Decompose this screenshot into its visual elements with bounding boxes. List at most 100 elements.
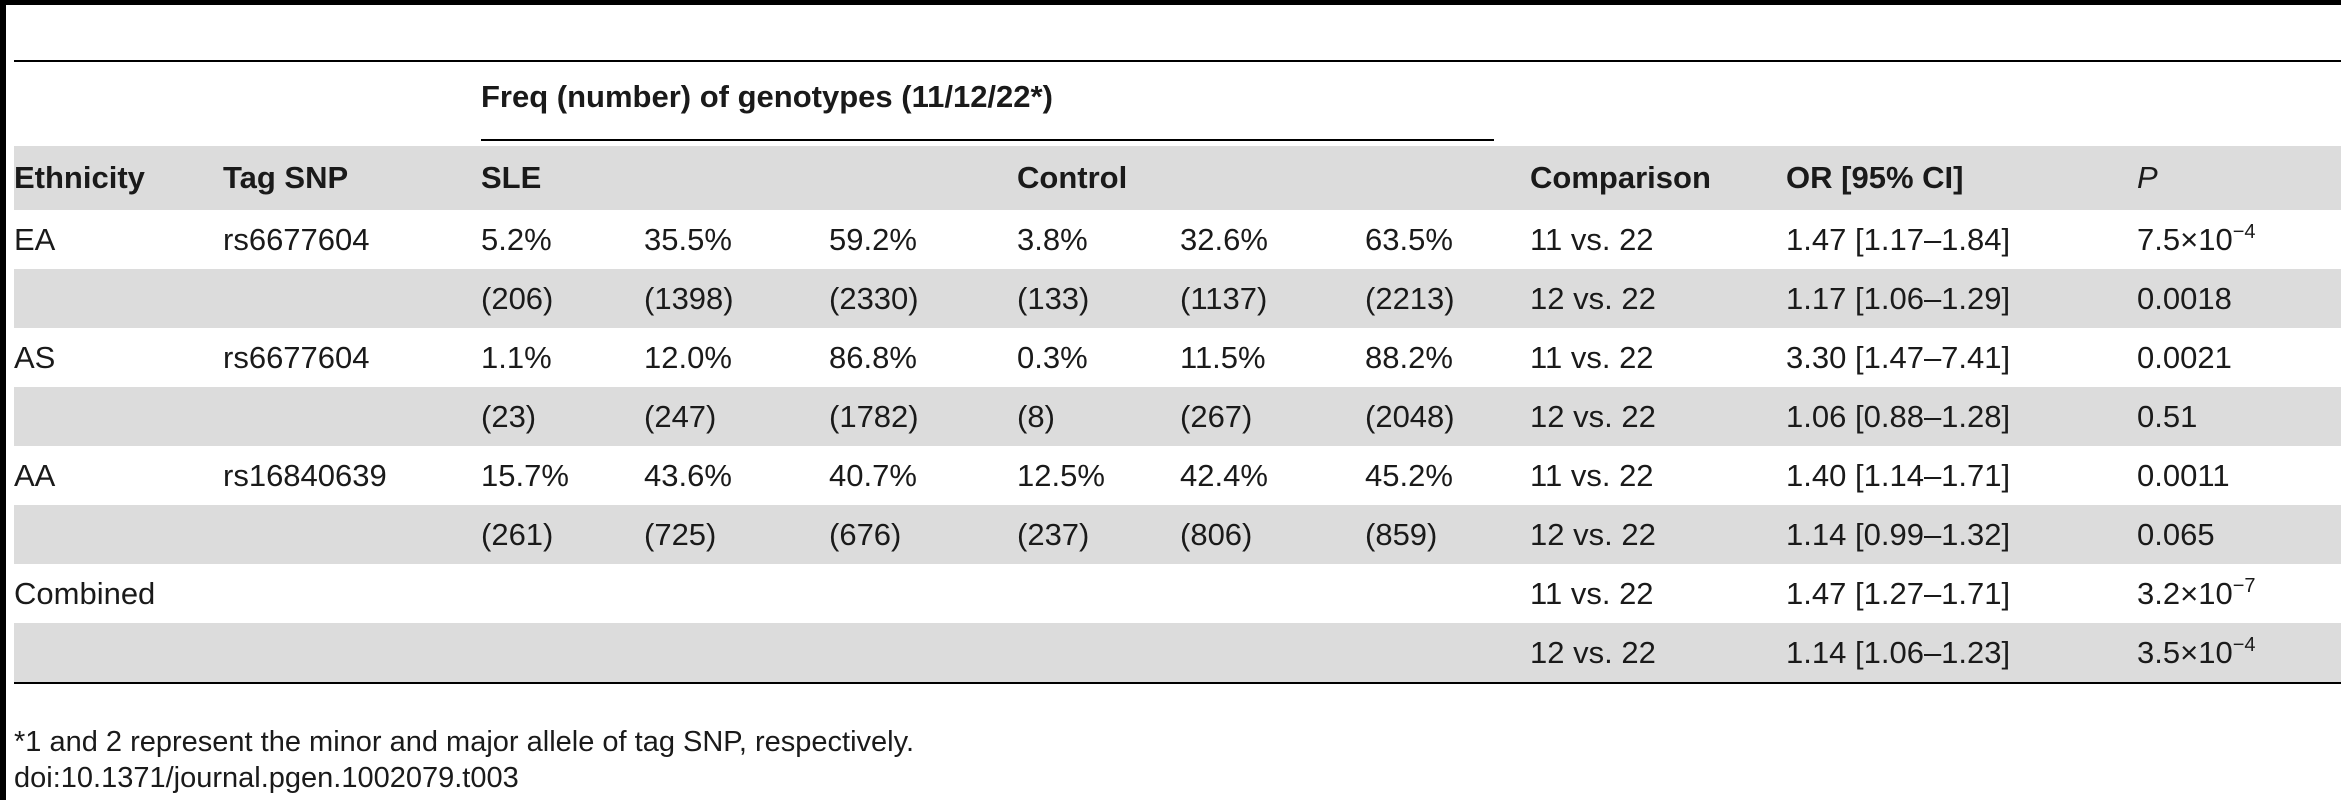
cell-sle-genotype: [829, 623, 1017, 684]
cell-sle-genotype: (2330): [829, 269, 1017, 328]
p-value-base: 0.0011: [2137, 457, 2230, 493]
cell-sle-genotype: 15.7%: [481, 457, 569, 493]
cell-sle-genotype: (1782): [829, 387, 1017, 446]
cell-control-genotype: [1017, 564, 1180, 623]
cell-control-genotype: 45.2%: [1365, 457, 1453, 493]
header-control: Control: [1017, 146, 1531, 210]
cell-ethnicity: AA: [14, 457, 56, 493]
cell-p-value: 0.0018: [2137, 269, 2341, 328]
cell-sle-genotype: 59.2%: [829, 221, 917, 257]
p-value-base: 3.5×10: [2137, 634, 2233, 670]
cell-control-genotype: [1365, 623, 1531, 684]
cell-odds-ratio: 1.06 [0.88–1.28]: [1786, 387, 2138, 446]
cell-tag-snp: [223, 623, 481, 684]
header-p-value: P: [2137, 146, 2341, 210]
cell-tag-snp: [223, 505, 481, 564]
cell-control-genotype: 42.4%: [1180, 457, 1268, 493]
cell-sle-genotype: [644, 623, 829, 684]
cell-control-genotype: (8): [1017, 387, 1180, 446]
cell-ethnicity: [14, 387, 223, 446]
p-value-base: 3.2×10: [2137, 575, 2233, 611]
p-value-exponent: −7: [2232, 574, 2256, 597]
cell-control-genotype: [1365, 564, 1530, 623]
cell-p-value: 3.2×10−7: [2137, 564, 2341, 623]
p-value-base: 0.065: [2137, 516, 2215, 552]
cell-ethnicity: [14, 505, 223, 564]
cell-odds-ratio: 3.30 [1.47–7.41]: [1786, 339, 2011, 375]
cell-comparison: 12 vs. 22: [1530, 505, 1787, 564]
cell-tag-snp: rs6677604: [223, 221, 370, 257]
cell-tag-snp: [223, 269, 481, 328]
cell-p-value: 0.51: [2137, 387, 2341, 446]
p-value-base: 7.5×10: [2137, 221, 2233, 257]
cell-comparison: 11 vs. 22: [1530, 339, 1654, 375]
cell-tag-snp: rs16840639: [223, 457, 387, 493]
cell-comparison: 12 vs. 22: [1530, 387, 1787, 446]
cell-p-value: 7.5×10−4: [2137, 210, 2341, 269]
cell-sle-genotype: (206): [481, 269, 644, 328]
cell-ethnicity: Combined: [14, 575, 156, 611]
genotype-table-container: Freq (number) of genotypes (11/12/22*) E…: [14, 60, 2341, 684]
cell-sle-genotype: [829, 564, 1017, 623]
group-spacer: [1786, 60, 2138, 146]
cell-sle-genotype: (247): [644, 387, 829, 446]
cell-control-genotype: (2048): [1365, 387, 1531, 446]
cell-ethnicity: [14, 269, 223, 328]
table-row: 12 vs. 22 1.14 [1.06–1.23] 3.5×10−4: [14, 623, 2341, 684]
cell-control-genotype: [1180, 623, 1365, 684]
cell-control-genotype: 32.6%: [1180, 221, 1268, 257]
cell-control-genotype: 88.2%: [1365, 339, 1453, 375]
cell-control-genotype: (2213): [1365, 269, 1531, 328]
cell-tag-snp: [223, 387, 481, 446]
top-rule: [0, 0, 2341, 5]
cell-sle-genotype: (725): [644, 505, 829, 564]
cell-sle-genotype: [481, 564, 644, 623]
genotype-frequency-label: Freq (number) of genotypes (11/12/22*): [481, 79, 1495, 141]
cell-odds-ratio: 1.47 [1.17–1.84]: [1786, 221, 2011, 257]
cell-sle-genotype: (261): [481, 505, 644, 564]
cell-comparison: 11 vs. 22: [1530, 221, 1654, 257]
p-value-base: 0.0021: [2137, 339, 2232, 375]
left-rule: [0, 0, 6, 800]
group-spacer: [2137, 60, 2341, 146]
header-tag-snp: Tag SNP: [223, 146, 481, 210]
cell-sle-genotype: (1398): [644, 269, 829, 328]
cell-comparison: 12 vs. 22: [1530, 623, 1787, 684]
table-row: (261) (725) (676) (237) (806) (859) 12 vs. 22 1…: [14, 505, 2341, 564]
cell-ethnicity: EA: [14, 221, 56, 257]
cell-ethnicity: [14, 623, 223, 684]
group-spacer: [14, 60, 223, 146]
cell-sle-genotype: 1.1%: [481, 339, 552, 375]
cell-sle-genotype: 86.8%: [829, 339, 917, 375]
cell-sle-genotype: 43.6%: [644, 457, 732, 493]
cell-control-genotype: 3.8%: [1017, 221, 1088, 257]
cell-p-value: 0.065: [2137, 505, 2341, 564]
cell-sle-genotype: [481, 623, 644, 684]
cell-tag-snp: rs6677604: [223, 339, 370, 375]
cell-control-genotype: 63.5%: [1365, 221, 1453, 257]
p-value-base: 0.51: [2137, 398, 2198, 434]
cell-control-genotype: [1180, 564, 1365, 623]
cell-control-genotype: (237): [1017, 505, 1180, 564]
cell-odds-ratio: 1.14 [1.06–1.23]: [1786, 623, 2138, 684]
cell-control-genotype: 11.5%: [1180, 339, 1266, 375]
group-spacer: [223, 60, 481, 146]
table-header-row: Ethnicity Tag SNP SLE Control Comparison…: [14, 146, 2341, 210]
cell-control-genotype: (133): [1017, 269, 1180, 328]
cell-odds-ratio: 1.17 [1.06–1.29]: [1786, 269, 2138, 328]
cell-control-genotype: 12.5%: [1017, 457, 1105, 493]
table-row: (23) (247) (1782) (8) (267) (2048) 12 vs. 22 1.…: [14, 387, 2341, 446]
table-row: Combined 11 vs. 22 1.47 [1.27–1.71] 3.2×10−…: [14, 564, 2341, 623]
cell-comparison: 11 vs. 22: [1530, 457, 1654, 493]
cell-tag-snp: [223, 564, 481, 623]
cell-comparison: 12 vs. 22: [1530, 269, 1787, 328]
cell-odds-ratio: 1.14 [0.99–1.32]: [1786, 505, 2138, 564]
table-body: EA rs6677604 5.2% 35.5% 59.2% 3.8% 32.6% 63.5% 1…: [14, 210, 2341, 684]
cell-odds-ratio: 1.47 [1.27–1.71]: [1786, 575, 2011, 611]
table-row: (206) (1398) (2330) (133) (1137) (2213) 12 vs.…: [14, 269, 2341, 328]
cell-control-genotype: (1137): [1180, 269, 1365, 328]
cell-control-genotype: 0.3%: [1017, 339, 1088, 375]
cell-sle-genotype: 35.5%: [644, 221, 732, 257]
table-footnote: *1 and 2 represent the minor and major a…: [14, 726, 915, 758]
p-value-exponent: −4: [2232, 220, 2256, 243]
